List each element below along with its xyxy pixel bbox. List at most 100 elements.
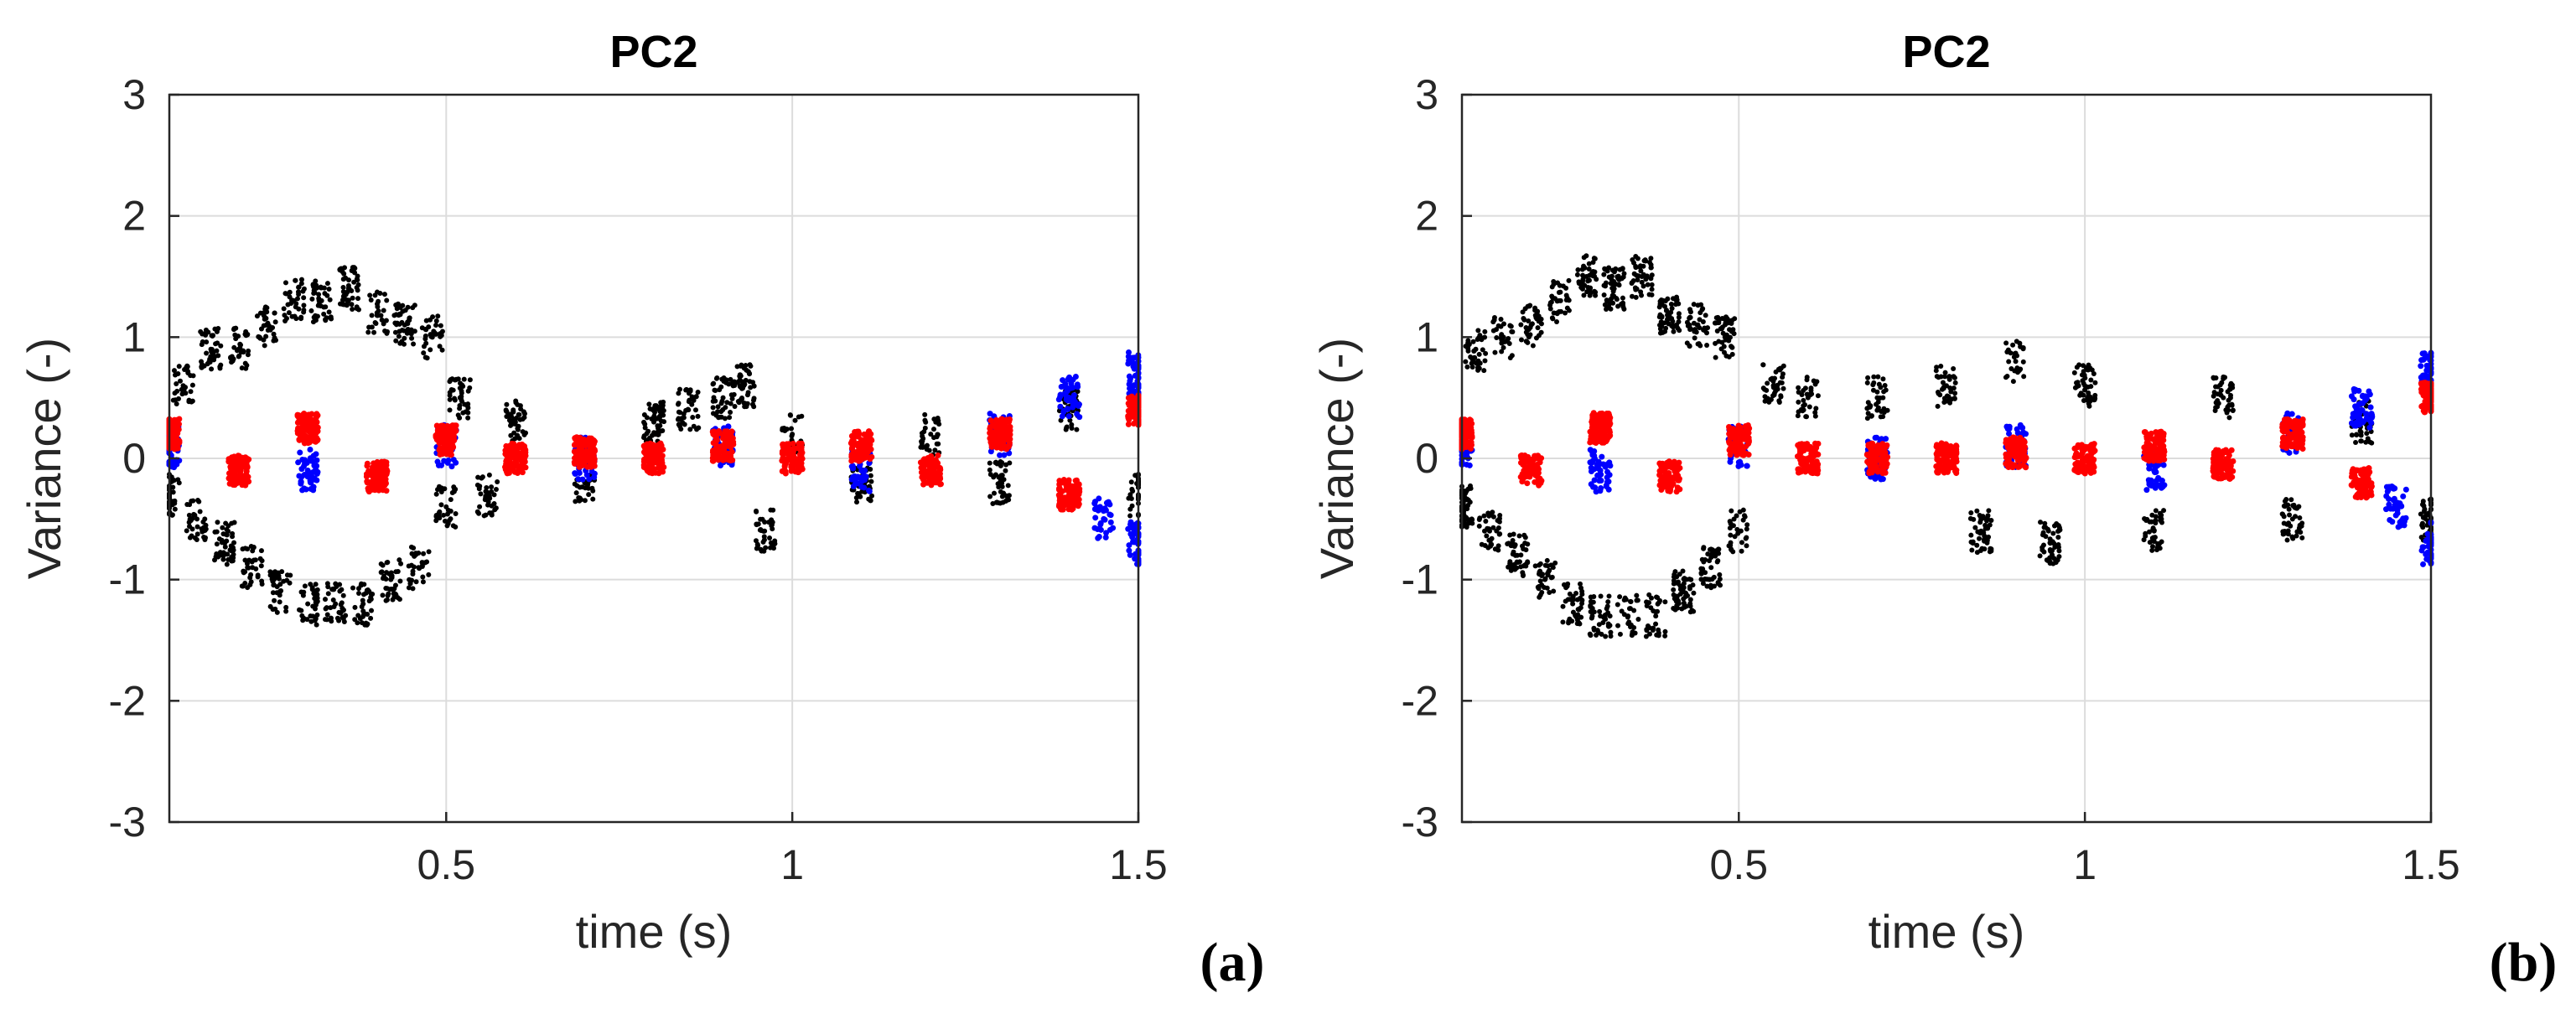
data-point <box>301 308 307 313</box>
data-point <box>1744 526 1749 532</box>
data-point <box>1006 433 1013 440</box>
data-point <box>378 486 385 493</box>
data-point <box>1068 385 1075 391</box>
data-point <box>1942 370 1948 375</box>
data-point <box>350 585 356 591</box>
data-point <box>1005 483 1011 489</box>
data-point <box>314 428 321 435</box>
data-point <box>2211 393 2216 399</box>
data-point <box>1550 316 1556 322</box>
data-point <box>368 467 375 473</box>
data-point <box>365 329 371 335</box>
data-point <box>287 289 293 295</box>
data-point <box>214 348 220 354</box>
data-point <box>1490 514 1496 520</box>
data-point <box>296 415 303 421</box>
data-point <box>360 608 366 614</box>
data-point <box>1984 538 1990 544</box>
data-point <box>457 395 463 401</box>
data-point <box>651 413 657 419</box>
data-point <box>489 489 495 494</box>
data-point <box>1590 269 1596 275</box>
data-point <box>208 346 214 352</box>
data-point <box>513 416 519 421</box>
data-point <box>312 436 319 442</box>
data-point <box>326 286 332 292</box>
data-point <box>230 534 236 540</box>
data-point <box>1583 253 1589 259</box>
data-point <box>1514 565 1520 571</box>
data-point <box>1728 532 1734 538</box>
data-point <box>1682 576 1687 582</box>
data-point <box>2046 557 2052 563</box>
data-point <box>1537 594 1542 600</box>
data-point <box>2072 385 2078 390</box>
data-point <box>1507 323 1513 328</box>
data-point <box>1538 321 1544 327</box>
data-point <box>453 459 459 466</box>
data-point <box>231 520 237 525</box>
data-point <box>314 622 319 628</box>
data-point <box>1681 600 1687 606</box>
data-point <box>799 413 805 419</box>
data-point <box>184 528 189 534</box>
data-point <box>1481 513 1487 519</box>
data-point <box>236 453 242 459</box>
data-point <box>1065 498 1071 504</box>
data-point <box>1501 321 1507 327</box>
data-point <box>922 417 928 423</box>
data-point <box>477 504 483 509</box>
data-point <box>1536 571 1542 577</box>
data-point <box>277 582 283 587</box>
y-tick-label: 1 <box>122 313 146 360</box>
data-point <box>646 401 652 407</box>
data-point <box>313 582 319 587</box>
data-point <box>1977 535 1983 541</box>
data-point <box>2291 502 2297 508</box>
data-point <box>2216 401 2221 406</box>
data-point <box>719 455 726 462</box>
data-point <box>224 561 230 567</box>
data-point <box>420 579 426 585</box>
data-point <box>696 425 702 431</box>
data-point <box>2221 376 2226 382</box>
data-point <box>1702 325 1708 331</box>
data-point <box>1795 413 1801 419</box>
data-point <box>384 297 390 303</box>
data-point <box>1617 594 1623 600</box>
data-point <box>1592 256 1598 261</box>
data-point <box>726 457 733 463</box>
data-point <box>1698 570 1704 576</box>
data-point <box>313 278 319 284</box>
data-point <box>2419 502 2425 508</box>
data-point <box>521 415 527 421</box>
data-point <box>187 502 193 508</box>
data-point <box>407 577 412 582</box>
data-point <box>868 446 874 453</box>
data-point <box>225 551 231 557</box>
data-point <box>1633 263 1639 269</box>
data-point <box>2149 512 2155 518</box>
data-point <box>1713 340 1718 346</box>
data-point <box>2091 397 2097 403</box>
data-point <box>355 277 360 283</box>
data-point <box>359 581 365 587</box>
data-point <box>1870 382 1876 388</box>
data-point <box>1737 509 1743 515</box>
data-point <box>267 603 273 609</box>
data-point <box>336 609 342 615</box>
data-point <box>1560 619 1566 625</box>
data-point <box>257 334 262 340</box>
data-point <box>850 465 857 472</box>
data-point <box>713 375 719 381</box>
data-point <box>657 414 663 420</box>
data-point <box>1655 601 1661 607</box>
data-point <box>1974 542 1980 548</box>
data-point <box>987 423 993 430</box>
data-point <box>1525 339 1531 345</box>
data-point <box>271 338 277 344</box>
data-point <box>924 460 930 467</box>
data-point <box>1629 280 1635 286</box>
data-point <box>215 340 220 346</box>
data-point <box>1528 322 1534 328</box>
